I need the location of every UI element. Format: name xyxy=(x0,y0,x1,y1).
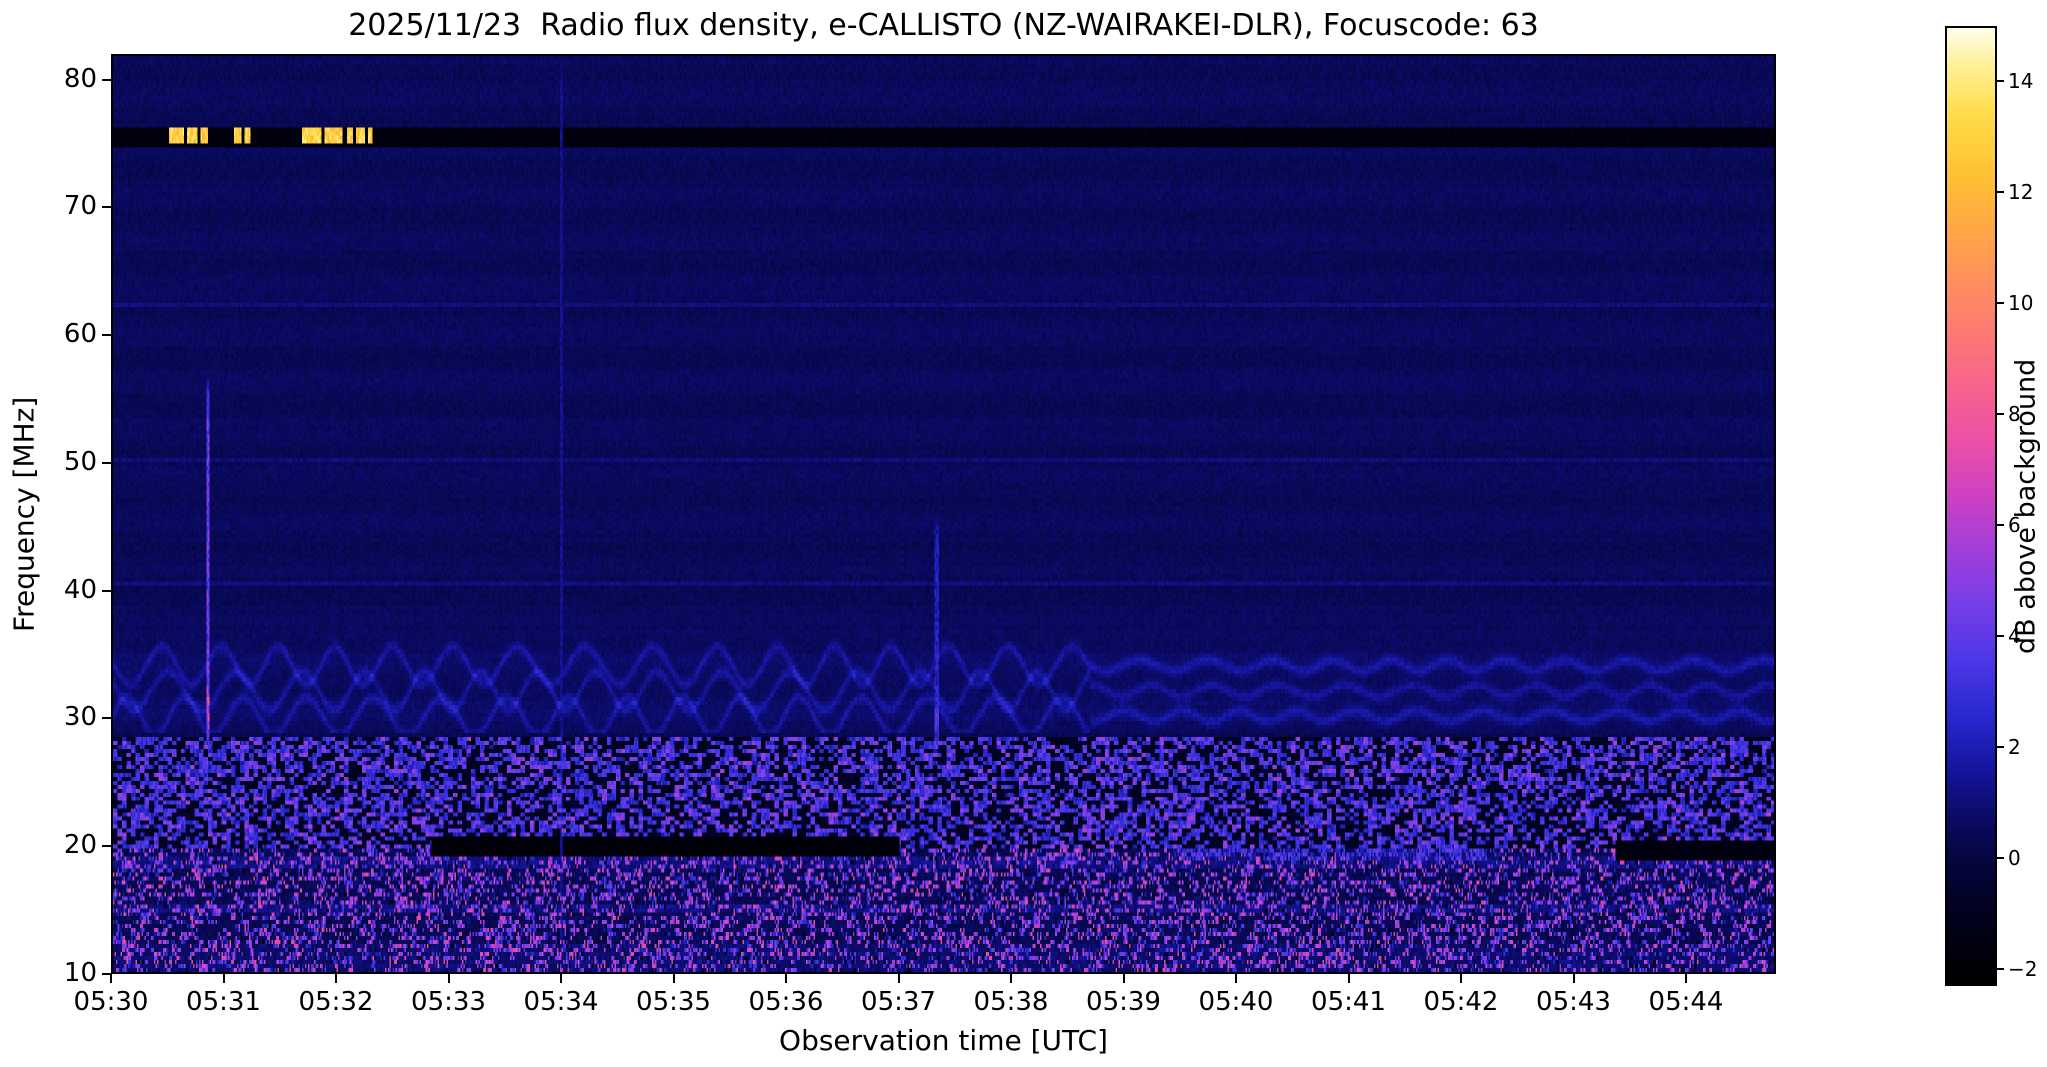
x-tick-mark xyxy=(447,974,450,983)
colorbar xyxy=(1945,26,1997,986)
colorbar-tick-label: 4 xyxy=(2008,624,2021,649)
colorbar-tick-label: 10 xyxy=(2008,291,2034,316)
chart-title: 2025/11/23 Radio flux density, e-CALLIST… xyxy=(348,8,1539,43)
y-tick-mark xyxy=(102,206,111,209)
x-tick-mark xyxy=(897,974,900,983)
x-tick-mark xyxy=(1460,974,1462,983)
y-tick-label: 70 xyxy=(63,191,97,222)
x-tick-label: 05:30 xyxy=(73,987,149,1017)
x-tick-label: 05:42 xyxy=(1423,987,1499,1017)
x-tick-label: 05:43 xyxy=(1536,987,1611,1017)
colorbar-tick-label: 2 xyxy=(2008,735,2021,760)
x-tick-label: 05:41 xyxy=(1311,987,1386,1017)
colorbar-canvas xyxy=(1947,28,1995,984)
x-tick-label: 05:34 xyxy=(523,987,599,1017)
x-tick-mark xyxy=(1572,974,1575,983)
x-tick-mark xyxy=(1010,974,1012,983)
x-tick-label: 05:40 xyxy=(1198,987,1274,1017)
x-tick-label: 05:44 xyxy=(1648,987,1724,1017)
x-tick-label: 05:39 xyxy=(1086,987,1161,1017)
y-tick-label: 40 xyxy=(63,574,97,605)
colorbar-tick-label: 0 xyxy=(2008,846,2021,871)
colorbar-tick-mark xyxy=(1997,746,2004,749)
x-tick-mark xyxy=(110,974,112,983)
plot-area xyxy=(111,54,1776,974)
x-tick-mark xyxy=(560,974,562,983)
y-tick-label: 80 xyxy=(63,63,97,94)
x-tick-mark xyxy=(335,974,337,983)
colorbar-tick-mark xyxy=(1997,413,2004,416)
colorbar-tick-label: 8 xyxy=(2008,402,2021,427)
y-tick-label: 10 xyxy=(63,958,97,988)
colorbar-label: dB above background xyxy=(2010,358,2042,654)
colorbar-tick-label: 12 xyxy=(2008,180,2034,205)
colorbar-tick-mark xyxy=(1997,302,2004,305)
y-tick-label: 30 xyxy=(63,702,97,733)
y-tick-mark xyxy=(102,461,111,464)
x-tick-mark xyxy=(672,974,675,983)
colorbar-tick-label: 14 xyxy=(2008,69,2034,94)
x-axis-label: Observation time [UTC] xyxy=(779,1024,1108,1057)
x-tick-label: 05:37 xyxy=(861,987,936,1017)
y-tick-label: 60 xyxy=(63,319,97,350)
spectrogram-canvas xyxy=(113,56,1774,972)
y-tick-label: 20 xyxy=(63,830,97,861)
x-tick-mark xyxy=(1347,974,1350,983)
y-axis-label: Frequency [MHz] xyxy=(7,396,41,632)
x-tick-label: 05:33 xyxy=(411,987,486,1017)
y-tick-mark xyxy=(102,589,111,592)
y-tick-label: 50 xyxy=(63,446,97,477)
x-tick-mark xyxy=(1235,974,1237,983)
x-tick-mark xyxy=(785,974,787,983)
colorbar-tick-mark xyxy=(1997,968,2004,971)
colorbar-tick-mark xyxy=(1997,80,2004,83)
colorbar-tick-label: 6 xyxy=(2008,513,2021,538)
y-tick-mark xyxy=(102,717,111,720)
y-tick-mark xyxy=(102,973,111,975)
x-tick-label: 05:38 xyxy=(973,987,1049,1017)
x-tick-label: 05:35 xyxy=(636,987,711,1017)
x-tick-mark xyxy=(1122,974,1125,983)
colorbar-tick-mark xyxy=(1997,635,2004,638)
colorbar-tick-label: −2 xyxy=(2008,957,2038,982)
x-tick-label: 05:32 xyxy=(298,987,374,1017)
y-tick-mark xyxy=(102,78,111,81)
colorbar-tick-mark xyxy=(1997,857,2004,860)
y-tick-mark xyxy=(102,845,111,848)
colorbar-tick-mark xyxy=(1997,524,2004,527)
x-tick-label: 05:36 xyxy=(748,987,824,1017)
x-tick-label: 05:31 xyxy=(186,987,261,1017)
x-tick-mark xyxy=(222,974,225,983)
x-tick-mark xyxy=(1685,974,1687,983)
y-tick-mark xyxy=(102,334,111,337)
colorbar-tick-mark xyxy=(1997,191,2004,194)
